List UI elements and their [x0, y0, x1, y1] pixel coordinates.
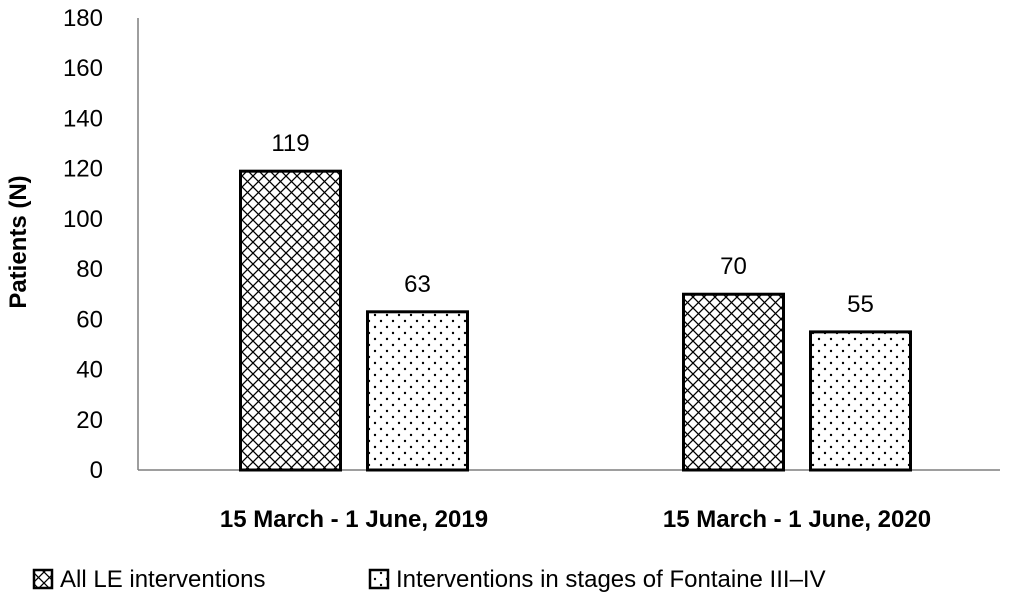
- y-tick-label: 180: [63, 5, 103, 32]
- bar-all-le-1: [239, 169, 342, 472]
- x-axis-categories: 15 March - 1 June, 2019 15 March - 1 June…: [220, 506, 931, 533]
- legend-swatch-all-le: [32, 568, 54, 590]
- legend-label: Interventions in stages of Fontaine III–…: [396, 566, 826, 593]
- data-label: 119: [271, 130, 309, 157]
- y-tick-label: 120: [63, 156, 103, 183]
- bars: [239, 169, 912, 472]
- data-labels: 119 70 63 55: [271, 130, 873, 318]
- y-tick-label: 140: [63, 105, 103, 132]
- y-tick-label: 40: [76, 357, 103, 384]
- bar-fontaine-2: [809, 330, 912, 472]
- x-category-label: 15 March - 1 June, 2019: [220, 506, 488, 533]
- y-tick-label: 160: [63, 55, 103, 82]
- y-axis-label: Patients (N): [5, 175, 32, 308]
- data-label: 70: [720, 253, 747, 280]
- y-tick-label: 100: [63, 206, 103, 233]
- y-tick-label: 60: [76, 306, 103, 333]
- bar-all-le-2: [682, 292, 785, 472]
- data-label: 55: [847, 291, 874, 318]
- legend-label: All LE interventions: [60, 566, 265, 593]
- legend: All LE interventions Interventions in sta…: [32, 566, 826, 593]
- y-tick-label: 20: [76, 407, 103, 434]
- x-category-label: 15 March - 1 June, 2020: [663, 506, 931, 533]
- y-tick-label: 80: [76, 256, 103, 283]
- data-label: 63: [404, 271, 431, 298]
- legend-swatch-fontaine: [368, 568, 390, 590]
- y-axis-ticks: 0 20 40 60 80 100 120 140 160 180: [63, 5, 103, 484]
- bar-fontaine-1: [366, 310, 469, 472]
- y-tick-label: 0: [90, 457, 103, 484]
